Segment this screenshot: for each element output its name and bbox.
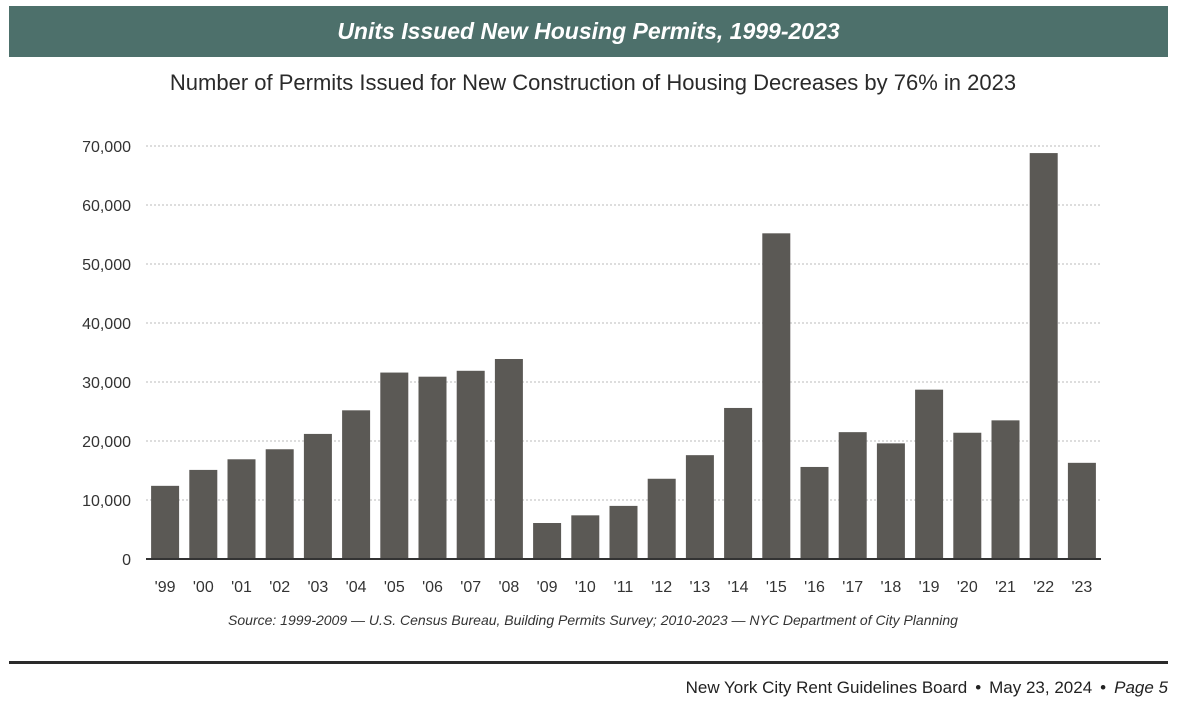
y-tick-label: 60,000 xyxy=(82,198,131,215)
x-tick-label: '12 xyxy=(651,579,672,596)
x-tick-label: '02 xyxy=(269,579,290,596)
chart-subtitle: Number of Permits Issued for New Constru… xyxy=(169,70,1017,95)
bar xyxy=(876,443,905,559)
x-tick-label: '17 xyxy=(842,579,863,596)
source-note: Source: 1999-2009 — U.S. Census Bureau, … xyxy=(228,612,958,628)
bar xyxy=(151,485,180,559)
bar xyxy=(609,505,638,559)
x-tick-label: '19 xyxy=(919,579,940,596)
x-tick-label: '00 xyxy=(193,579,214,596)
bar xyxy=(571,515,600,559)
footer-divider xyxy=(9,661,1168,664)
x-tick-label: '23 xyxy=(1071,579,1092,596)
bar xyxy=(342,410,371,559)
x-tick-label: '14 xyxy=(728,579,749,596)
x-tick-label: '04 xyxy=(346,579,367,596)
bar xyxy=(456,370,485,559)
bar xyxy=(915,389,944,559)
bar xyxy=(418,376,447,559)
y-tick-label: 0 xyxy=(122,552,131,569)
y-tick-label: 50,000 xyxy=(82,257,131,274)
x-tick-label: '06 xyxy=(422,579,443,596)
y-tick-label: 20,000 xyxy=(82,434,131,451)
bar xyxy=(1029,153,1058,559)
x-tick-label: '05 xyxy=(384,579,405,596)
banner-title: Units Issued New Housing Permits, 1999-2… xyxy=(337,18,840,44)
x-tick-label: '11 xyxy=(614,579,634,596)
bar xyxy=(265,449,294,559)
bar xyxy=(533,523,562,559)
title-banner: Units Issued New Housing Permits, 1999-2… xyxy=(9,6,1168,57)
bar xyxy=(953,432,982,559)
y-tick-label: 30,000 xyxy=(82,375,131,392)
x-tick-label: '18 xyxy=(880,579,901,596)
footer-separator: • xyxy=(975,678,982,697)
footer-date: May 23, 2024 xyxy=(989,678,1093,697)
footer-separator: • xyxy=(1100,678,1107,697)
bar xyxy=(1067,462,1096,559)
bar xyxy=(762,233,791,559)
footer-page-number: Page 5 xyxy=(1114,678,1168,697)
y-tick-label: 40,000 xyxy=(82,316,131,333)
bar xyxy=(189,469,218,559)
x-tick-label: '08 xyxy=(498,579,519,596)
x-tick-label: '01 xyxy=(231,579,252,596)
bar xyxy=(800,466,829,559)
x-tick-label: '09 xyxy=(537,579,558,596)
bar xyxy=(991,420,1020,559)
bar xyxy=(494,358,523,559)
x-tick-label: '03 xyxy=(307,579,328,596)
x-tick-label: '22 xyxy=(1033,579,1054,596)
footer-organization: New York City Rent Guidelines Board xyxy=(685,678,968,697)
x-tick-label: '13 xyxy=(689,579,710,596)
x-tick-label: '10 xyxy=(575,579,596,596)
x-tick-label: '07 xyxy=(460,579,481,596)
x-tick-label: '21 xyxy=(995,579,1016,596)
y-tick-label: 70,000 xyxy=(82,139,131,156)
bar xyxy=(380,372,409,559)
bar xyxy=(227,459,256,559)
bar xyxy=(724,407,753,559)
bar xyxy=(685,455,714,559)
page-footer: New York City Rent Guidelines Board • May … xyxy=(686,678,1168,698)
bar xyxy=(838,432,867,559)
x-tick-label: '20 xyxy=(957,579,978,596)
bar-chart: 0 10,000 20,000 30,000 40,000 50,000 60,000 70,… xyxy=(82,139,1101,596)
x-tick-label: '16 xyxy=(804,579,825,596)
y-tick-label: 10,000 xyxy=(82,493,131,510)
x-tick-label: '15 xyxy=(766,579,787,596)
bar xyxy=(647,478,676,559)
bar xyxy=(303,433,332,559)
x-tick-label: '99 xyxy=(155,579,176,596)
